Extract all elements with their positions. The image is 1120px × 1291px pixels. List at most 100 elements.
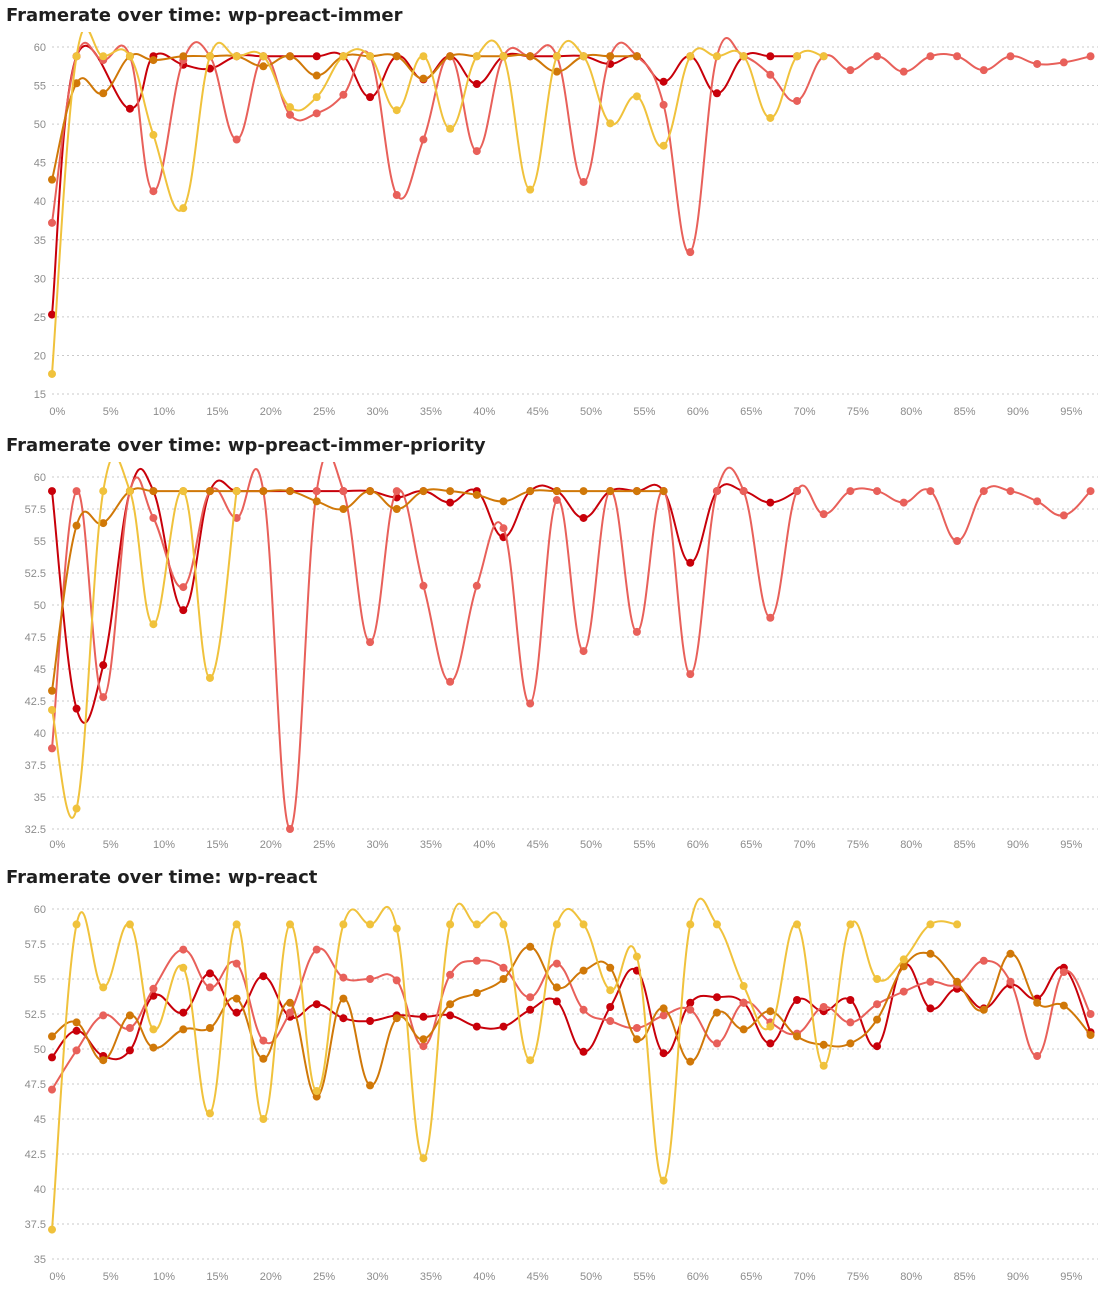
data-point	[552, 959, 561, 968]
data-point	[846, 996, 855, 1004]
data-point	[659, 100, 668, 109]
data-point	[953, 537, 962, 545]
series-line	[48, 942, 1095, 1101]
data-point	[632, 92, 641, 101]
data-point	[606, 52, 615, 61]
data-point	[232, 135, 241, 144]
data-point	[339, 505, 348, 513]
x-tick-label: 40%	[473, 839, 495, 851]
data-point	[472, 1022, 481, 1031]
x-tick-label: 60%	[687, 406, 709, 418]
data-point	[659, 1004, 668, 1013]
x-tick-label: 5%	[103, 1271, 119, 1283]
data-point	[419, 1042, 428, 1051]
data-point	[899, 955, 908, 964]
data-point	[526, 942, 535, 951]
data-point	[926, 487, 935, 496]
data-point	[179, 606, 188, 615]
data-point	[72, 704, 81, 713]
data-point	[1033, 497, 1042, 506]
y-tick-label: 35	[34, 235, 46, 247]
data-point	[1033, 1052, 1042, 1060]
x-tick-label: 30%	[367, 1271, 389, 1283]
x-tick-label: 5%	[103, 406, 119, 418]
data-point	[72, 1018, 81, 1027]
data-point	[499, 524, 508, 533]
x-tick-label: 30%	[367, 839, 389, 851]
data-point	[286, 920, 295, 929]
data-point	[125, 920, 134, 929]
data-point	[149, 620, 158, 629]
data-point	[686, 248, 695, 257]
x-tick-label: 30%	[367, 406, 389, 418]
data-point	[712, 89, 721, 98]
data-point	[686, 998, 695, 1007]
x-tick-label: 65%	[740, 839, 762, 851]
data-point	[99, 661, 108, 670]
y-tick-label: 25	[34, 312, 46, 324]
data-point	[312, 497, 321, 506]
data-point	[793, 52, 802, 61]
data-point	[606, 1003, 615, 1011]
x-tick-label: 35%	[420, 406, 442, 418]
data-point	[766, 1039, 775, 1048]
data-point	[926, 920, 935, 929]
data-point	[205, 52, 214, 61]
data-point	[873, 487, 882, 496]
series-line	[48, 487, 668, 695]
y-tick-label: 42.5	[25, 1149, 46, 1161]
data-point	[526, 487, 535, 496]
data-point	[446, 677, 455, 686]
data-point	[686, 1057, 695, 1066]
x-tick-label: 25%	[313, 406, 335, 418]
data-point	[526, 185, 535, 194]
data-point	[526, 52, 535, 61]
data-point	[712, 993, 721, 1002]
data-point	[686, 920, 695, 929]
chart-wp-react: 35 37.5 40 42.5 45 47.5 50 52.5 55 57.5 60 0% 5% 10% 1…	[25, 897, 1098, 1283]
data-point	[419, 1012, 428, 1021]
data-point	[232, 920, 241, 929]
data-point	[366, 920, 375, 929]
data-point	[579, 920, 588, 929]
data-point	[526, 699, 535, 708]
data-point	[632, 1024, 641, 1032]
data-point	[366, 1081, 375, 1090]
data-point	[259, 1054, 268, 1063]
data-point	[632, 627, 641, 636]
x-tick-label: 70%	[793, 839, 815, 851]
data-point	[72, 521, 81, 530]
chart-block-wp-preact-immer-priority: Framerate over time: wp-preact-immer-pri…	[0, 430, 1120, 862]
data-point	[205, 969, 214, 978]
data-point	[659, 1176, 668, 1185]
data-point	[739, 52, 748, 61]
x-tick-label: 75%	[847, 839, 869, 851]
data-point	[48, 369, 56, 378]
data-point	[149, 984, 158, 993]
x-tick-label: 5%	[103, 839, 119, 851]
data-point	[472, 956, 481, 965]
data-point	[312, 109, 321, 118]
data-point	[125, 1011, 134, 1020]
grid-lines	[52, 46, 1098, 395]
data-point	[1086, 487, 1095, 496]
x-tick-label: 55%	[633, 1271, 655, 1283]
data-point	[99, 487, 108, 496]
y-tick-label: 40	[34, 196, 46, 208]
data-point	[819, 1040, 828, 1049]
data-point	[979, 66, 988, 75]
y-tick-label: 50	[34, 1044, 46, 1056]
data-point	[149, 1025, 158, 1034]
data-point	[899, 962, 908, 971]
x-tick-label: 45%	[527, 839, 549, 851]
y-tick-label: 50	[34, 600, 46, 612]
data-point	[499, 1022, 508, 1031]
x-tick-label: 15%	[206, 839, 228, 851]
x-tick-label: 35%	[420, 839, 442, 851]
chart-wp-preact-immer: 15 20 25 30 35 40 45 50 55 60 0% 5% 10% 15% 20% 25% 30% 3…	[34, 32, 1098, 418]
x-tick-label: 65%	[740, 1271, 762, 1283]
y-tick-label: 50	[34, 119, 46, 131]
data-point	[712, 1008, 721, 1017]
data-point	[873, 1042, 882, 1051]
data-point	[286, 103, 295, 112]
